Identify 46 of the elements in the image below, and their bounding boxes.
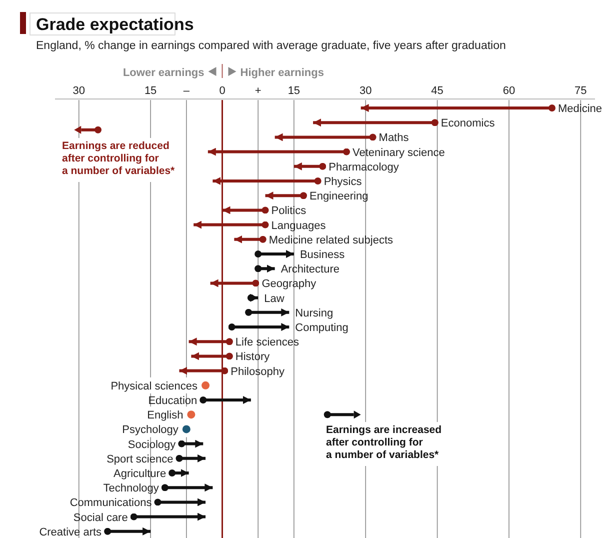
x-tick-label: –: [183, 85, 190, 97]
y-tick-label: Law: [264, 292, 284, 305]
y-tick-label: Languages: [271, 220, 326, 232]
y-tick-label: Maths: [378, 132, 410, 144]
y-tick-label: Medicine related subjects: [268, 234, 394, 246]
annotation: Earnings are reduced after controlling for a number of variables*: [62, 140, 176, 177]
y-tick-label: Sport science: [106, 453, 174, 466]
y-tick-label: Business: [300, 249, 346, 261]
y-tick-label: Physics: [324, 176, 362, 188]
y-tick-label: Economics: [440, 118, 496, 130]
chart-subtitle: England, % change in earnings compared with average graduate, five years after graduation: [36, 40, 506, 52]
y-tick-label: Life sciences: [235, 336, 300, 349]
y-tick-label: Politics: [271, 205, 307, 218]
x-tick-label: 75: [574, 85, 587, 97]
y-tick-label: Communications: [70, 497, 152, 510]
y-tick-label: Agriculture: [114, 468, 166, 480]
y-tick-label: Engineering: [309, 190, 368, 203]
x-tick-label: 15: [144, 85, 157, 97]
y-tick-label: Sociology: [128, 438, 176, 451]
y-tick-label: History: [235, 351, 270, 364]
y-tick-label: Technology: [103, 482, 160, 495]
y-tick-label: Psychology: [122, 424, 179, 436]
y-tick-label: English: [147, 410, 184, 422]
y-tick-label: Education: [148, 395, 198, 407]
x-tick-label: 15: [288, 85, 300, 97]
x-tick-label: 30: [359, 85, 372, 97]
y-tick-label: Veteninary science: [352, 146, 445, 159]
annotation: Earnings are increased after controlling for a number of variables*: [326, 424, 442, 461]
y-tick-label: Pharmacology: [328, 161, 400, 174]
x-tick-label: 30: [72, 85, 86, 97]
x-tick-label: 45: [431, 85, 444, 97]
y-tick-label: Medicine: [558, 103, 602, 115]
y-tick-label: Architecture: [280, 264, 340, 276]
y-tick-label: Creative arts: [39, 526, 102, 538]
text: Lower earnings: [122, 67, 204, 79]
x-tick-label: 0: [219, 85, 226, 97]
y-tick-label: Social care: [73, 512, 128, 524]
chart-title: Grade expectations: [36, 15, 194, 34]
x-tick-label: +: [254, 85, 262, 97]
y-tick-label: Physical sciences: [110, 380, 198, 392]
x-tick-label: 60: [502, 85, 516, 97]
y-tick-label: Nursing: [295, 307, 334, 320]
text: Higher earnings: [240, 67, 324, 79]
y-tick-label: Philosophy: [230, 366, 285, 378]
y-tick-label: Geography: [262, 278, 317, 290]
y-tick-label: Computing: [295, 322, 348, 334]
